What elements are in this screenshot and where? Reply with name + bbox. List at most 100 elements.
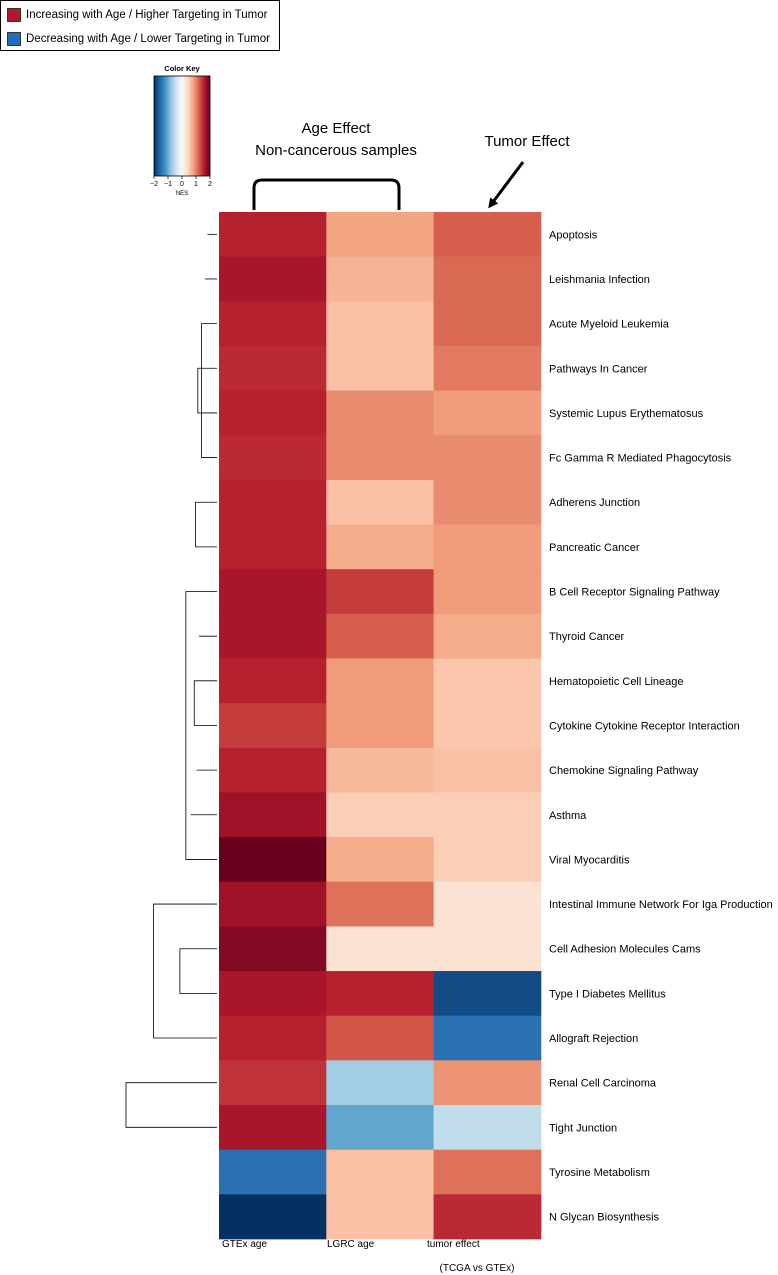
color-key-tick-label: −2 [150,181,158,188]
heatmap-cell [219,926,327,972]
heatmap-cell [219,569,327,615]
row-label: Pathways In Cancer [549,363,648,375]
row-label: Cell Adhesion Molecules Cams [549,944,701,956]
heatmap-cell [326,479,434,525]
age-effect-label: Age Effect [302,120,372,137]
heatmap-cell [219,613,327,659]
heatmap-cell [433,613,542,659]
row-label: Cytokine Cytokine Receptor Interaction [549,720,740,732]
dendrogram-branch [195,501,217,548]
age-effect-sublabel: Non-cancerous samples [255,142,417,159]
heatmap-cell [433,658,542,704]
heatmap-cell [433,926,542,972]
heatmap-cell [326,256,434,302]
heatmap-cell [433,301,542,347]
row-label: Chemokine Signaling Pathway [549,765,699,777]
heatmap-cell [219,1015,327,1061]
heatmap-cell [433,1105,542,1151]
heatmap-cell [219,658,327,704]
row-label: N Glycan Biosynthesis [549,1212,660,1224]
row-label: Systemic Lupus Erythematosus [549,408,704,420]
row-label: Fc Gamma R Mediated Phagocytosis [549,453,732,465]
heatmap-cell [326,1194,434,1240]
row-label: Asthma [549,810,587,822]
row-label: Allograft Rejection [549,1033,638,1045]
color-key-tick-label: −1 [164,181,172,188]
dendrogram-branch [185,591,217,860]
heatmap-cell [433,1060,542,1106]
row-label: Adherens Junction [549,497,640,509]
row-label: Intestinal Immune Network For Iga Produc… [549,899,773,911]
row-label: Tyrosine Metabolism [549,1167,650,1179]
heatmap-cell [326,658,434,704]
heatmap-cell [326,345,434,391]
heatmap-cell [433,345,542,391]
heatmap-cell [219,971,327,1017]
legend-label-decreasing: Decreasing with Age / Lower Targeting in… [26,33,270,45]
row-labels: Apoptosis Leishmania Infection Acute Myelo… [549,229,773,1223]
dendrogram-branch [125,1082,217,1128]
row-label: Type I Diabetes Mellitus [549,988,666,1000]
heatmap-cell [433,479,542,525]
heatmap-cell [219,390,327,436]
legend-label-increasing: Increasing with Age / Higher Targeting i… [26,9,268,21]
tumor-effect-arrow [488,161,525,209]
row-label: Leishmania Infection [549,274,650,286]
heatmap-cell [219,881,327,927]
heatmap-cell [219,435,327,481]
column-label: tumor effect [427,1239,480,1250]
color-key-gradient [154,76,210,176]
heatmap-cell [433,435,542,481]
row-label: Apoptosis [549,229,598,241]
heatmap-cell [433,390,542,436]
heatmap-cell [219,1060,327,1106]
heatmap-cell [219,345,327,391]
row-label: Acute Myeloid Leukemia [549,319,670,331]
color-key-xlabel: NES [176,191,188,197]
heatmap-cells [219,212,542,1240]
heatmap-cell [326,881,434,927]
row-label: Tight Junction [549,1122,617,1134]
heatmap-cell [326,1060,434,1106]
age-effect-bracket [252,178,401,210]
tumor-effect-subtitle: (TCGA vs GTEx) [440,1263,515,1274]
dendrogram-branch [201,323,217,458]
row-dendrogram [125,234,217,1128]
heatmap-cell [219,301,327,347]
heatmap-cell [433,256,542,302]
column-label: GTEx age [222,1239,267,1250]
legend-swatch-red [7,8,21,22]
dendrogram-branch [193,680,217,726]
heatmap-cell [433,1149,542,1195]
row-label: Renal Cell Carcinoma [549,1078,657,1090]
heatmap-cell [326,1149,434,1195]
column-label: LGRC age [327,1239,375,1250]
heatmap-cell [433,1194,542,1240]
heatmap-cell [326,524,434,570]
heatmap-cell [433,569,542,615]
heatmap-cell [219,1194,327,1240]
heatmap-cell [219,792,327,838]
heatmap-cell [326,1015,434,1061]
row-label: Thyroid Cancer [549,631,625,643]
heatmap-cell [433,212,542,258]
heatmap-cell [326,613,434,659]
heatmap-cell [433,747,542,793]
heatmap-cell [326,212,434,258]
heatmap-cell [326,435,434,481]
heatmap-cell [326,1105,434,1151]
heatmap-cell [326,301,434,347]
color-key-tick-label: 0 [180,181,184,188]
heatmap-cell [326,390,434,436]
color-key-title: Color Key [164,64,200,73]
heatmap-cell [326,837,434,883]
heatmap-cell [433,881,542,927]
dendrogram-branch [197,367,217,414]
row-label: Hematopoietic Cell Lineage [549,676,684,688]
color-key-tick-label: 2 [208,181,212,188]
heatmap-cell [326,703,434,749]
heatmap-cell [433,837,542,883]
row-label: B Cell Receptor Signaling Pathway [549,587,720,599]
heatmap-cell [433,524,542,570]
